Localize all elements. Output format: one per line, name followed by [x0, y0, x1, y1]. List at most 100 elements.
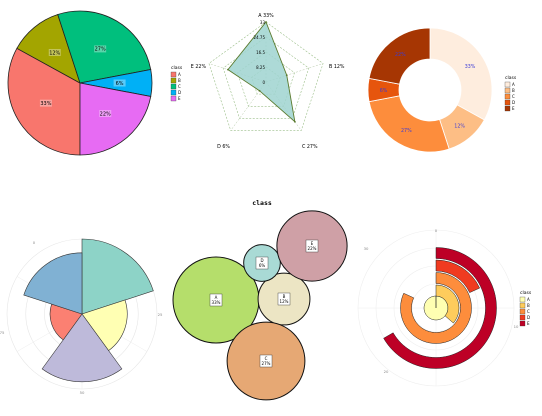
donut-legend-swatch: [504, 99, 511, 106]
radial-angle-label: 20: [384, 369, 389, 374]
donut-legend-label: C: [512, 94, 515, 99]
donut-legend-label: A: [512, 82, 515, 87]
pie-legend-swatch: [170, 95, 177, 102]
pie-legend-label: A: [178, 72, 181, 77]
donut-slice-A: [429, 27, 493, 121]
radial-bar-C: [400, 272, 472, 344]
bubble-label: 22%: [308, 246, 317, 251]
pie-slice-label: 27%: [95, 47, 106, 53]
pie-slice-label: 22%: [100, 111, 111, 117]
radial-bar-E: [383, 247, 497, 369]
radar-axis-label-D: D 6%: [217, 144, 230, 150]
donut-slice-E: [368, 27, 431, 85]
bubble-label-box: [277, 292, 291, 306]
bubble-label-box: [209, 293, 223, 307]
radar-point-A: [265, 21, 267, 23]
radial-legend-swatch: [519, 302, 526, 309]
radar-grid-ring: [208, 21, 324, 131]
polar-bar-B: [81, 299, 128, 352]
donut-legend-title: class: [505, 75, 517, 81]
pie-legend-label: C: [178, 84, 181, 89]
polar-angle-label: 0: [33, 240, 36, 245]
radial-bar-B: [435, 284, 460, 324]
bubble-label: D: [260, 258, 263, 263]
bubble-label: 6%: [259, 263, 266, 268]
pie-legend-swatch: [170, 77, 177, 84]
radial-legend-label: A: [527, 297, 530, 302]
donut-legend-swatch: [504, 105, 511, 112]
radial-angle-label: 30: [364, 246, 369, 251]
radar-spoke: [230, 81, 267, 131]
pie-label-bg: [39, 99, 52, 107]
radial-legend-label: E: [527, 321, 530, 326]
radial-legend-label: B: [527, 303, 530, 308]
polar-angle-label: 75: [0, 330, 5, 335]
radar-point-D: [258, 89, 261, 92]
bubble-label: 12%: [280, 299, 289, 304]
bubble-label: C: [265, 356, 268, 361]
bubble-label: B: [283, 294, 286, 299]
donut-legend-label: B: [512, 88, 515, 93]
pie-legend-label: D: [178, 90, 181, 95]
radar-point-C: [293, 120, 296, 123]
radar-axis-label-A: A 33%: [258, 13, 274, 19]
radar-axis-label-E: E 22%: [191, 64, 207, 70]
polar-bar-C: [41, 313, 123, 383]
radial-legend-swatch: [519, 296, 526, 303]
pie-slice-C: [57, 10, 152, 84]
donut-slice-label: 27%: [401, 128, 412, 134]
donut-slice-label: 6%: [380, 88, 388, 94]
donut-slice-label: 12%: [454, 124, 465, 130]
bubble-label: A: [215, 295, 218, 300]
radar-grid-ring: [237, 51, 295, 107]
radar-axis-label-B: B 12%: [329, 64, 345, 70]
donut-slice-C: [368, 95, 450, 153]
pie-slice-label: 6%: [116, 81, 124, 87]
pie-legend-swatch: [170, 71, 177, 78]
bubble-label-box: [259, 354, 273, 368]
radar-point-E: [227, 68, 229, 71]
pie-slice-label: 12%: [49, 50, 60, 56]
radial-angle-label: 10: [514, 324, 519, 329]
polar-bar-E: [23, 252, 83, 315]
radar-axis-label-C: C 27%: [302, 144, 318, 150]
donut-legend-label: E: [512, 106, 515, 111]
pie-label-bg: [99, 110, 112, 118]
pie-legend-label: B: [178, 78, 181, 83]
pie-legend-title: class: [171, 65, 183, 71]
pie-slice-label: 33%: [40, 101, 51, 107]
pie-slice-A: [7, 47, 81, 156]
radar-ring-label: 33: [260, 20, 266, 25]
radial-legend-swatch: [519, 314, 526, 321]
pie-label-bg: [113, 79, 126, 87]
donut-legend-swatch: [504, 93, 511, 100]
radar-point-B: [285, 74, 288, 77]
radar-spoke: [265, 63, 324, 83]
radial-legend-label: D: [527, 315, 530, 320]
radar-ring-label: 0: [262, 80, 265, 85]
polar-angle-label: 50: [80, 390, 85, 395]
donut-slice-label: 22%: [395, 52, 406, 58]
radial-legend-swatch: [519, 320, 526, 327]
radial-legend-title: class: [520, 290, 532, 296]
pie-slice-E: [79, 82, 152, 156]
pie-legend-swatch: [170, 83, 177, 90]
radial-legend-swatch: [519, 308, 526, 315]
center-label: class: [252, 199, 272, 207]
radar-ring-label: 16.5: [256, 50, 265, 55]
bubble-label: 27%: [262, 361, 271, 366]
radial-legend-label: C: [527, 309, 530, 314]
polar-angle-label: 25: [158, 312, 163, 317]
donut-legend-swatch: [504, 87, 511, 94]
donut-legend-label: D: [512, 100, 515, 105]
radar-ring-label: 24.75: [254, 35, 266, 40]
bubble-label-box: [305, 239, 319, 253]
donut-slice-label: 33%: [465, 64, 476, 70]
radial-bar-D: [435, 259, 480, 293]
radar-area: [227, 21, 296, 123]
pie-label-bg: [94, 45, 107, 53]
pie-label-bg: [48, 48, 61, 56]
pie-legend-label: E: [178, 96, 181, 101]
bubble-label-box: [255, 256, 269, 270]
